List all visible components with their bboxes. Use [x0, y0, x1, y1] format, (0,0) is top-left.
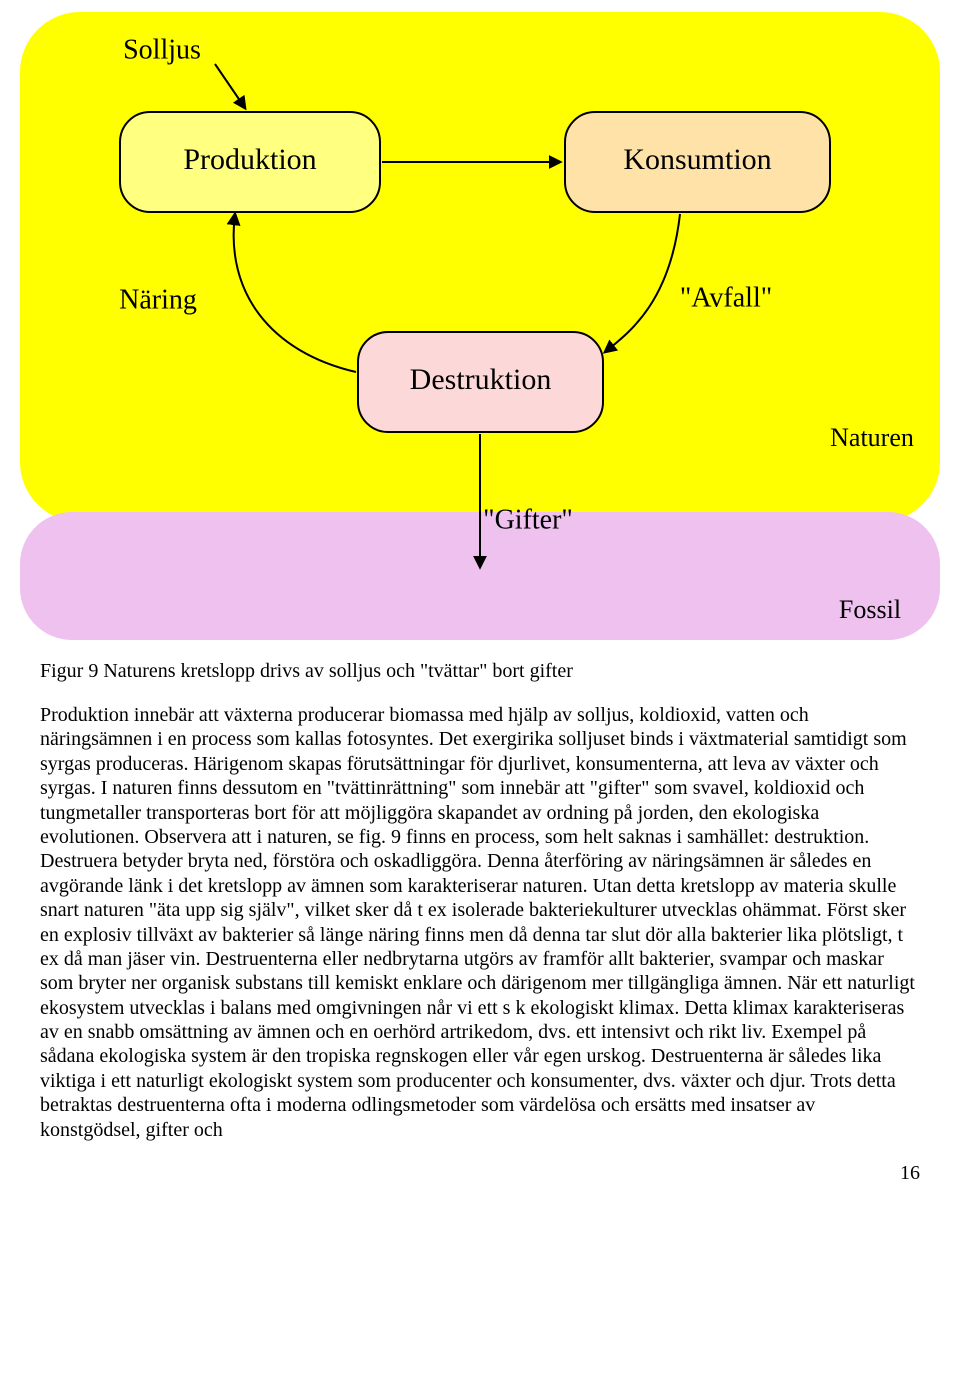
svg-text:Konsumtion: Konsumtion: [623, 143, 771, 176]
body-paragraph: Produktion innebär att växterna producer…: [40, 703, 920, 1142]
svg-text:Destruktion: Destruktion: [410, 363, 552, 396]
figure-caption: Figur 9 Naturens kretslopp drivs av soll…: [40, 660, 920, 683]
diagram-svg: Produktion Konsumtion Destruktion Solljus Nä…: [20, 12, 940, 644]
svg-text:"Avfall": "Avfall": [680, 282, 772, 313]
svg-text:Solljus: Solljus: [123, 34, 201, 65]
kretslopp-diagram: Produktion Konsumtion Destruktion Solljus Nä…: [20, 12, 940, 644]
svg-text:"Gifter": "Gifter": [483, 504, 573, 535]
svg-text:Naturen: Naturen: [830, 423, 914, 452]
svg-text:Fossil: Fossil: [839, 595, 901, 624]
page: Produktion Konsumtion Destruktion Solljus Nä…: [0, 12, 960, 1185]
svg-text:Produktion: Produktion: [183, 143, 316, 176]
page-number: 16: [40, 1162, 920, 1185]
svg-text:Näring: Näring: [119, 284, 197, 315]
